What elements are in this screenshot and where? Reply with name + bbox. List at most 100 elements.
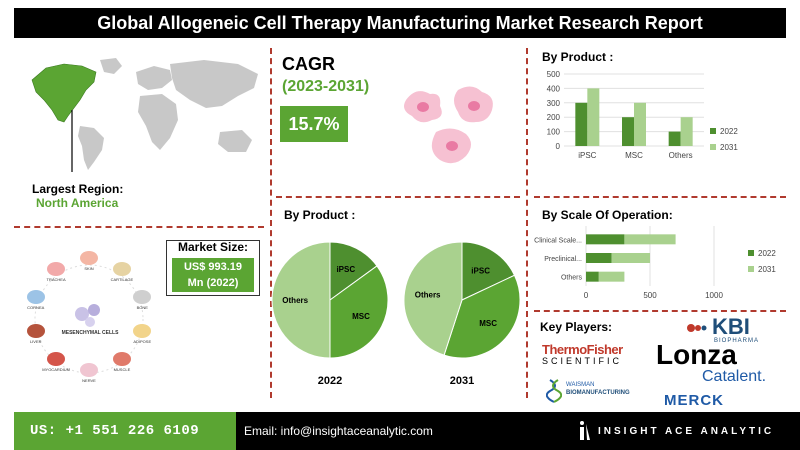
hbar-2031-Clinical Scale... [624,234,676,245]
legend-label: 2031 [758,265,776,274]
illustration-item-cornea [26,289,45,304]
x-tick-label: MSC [625,151,643,160]
y-tick-label: 400 [547,84,561,93]
illustration-item-nerve [80,363,98,377]
illustration-item-cartilage [112,261,131,276]
cell-illustration [404,86,493,164]
pie-slice-label: MSC [479,319,497,328]
hbar-2022-Others [586,271,599,282]
footer-brand: INSIGHT ACE ANALYTIC [598,426,775,437]
hbar-chart-title: By Scale Of Operation: [542,208,673,222]
divider-right-bottom [534,310,786,312]
cell-nucleus-1 [417,102,429,112]
market-size-box [166,240,260,296]
y-tick-label: Others [561,275,583,282]
map-greenland [100,58,122,74]
mesenchymal-center-label: MESENCHYMAL CELLS [61,330,119,336]
pie-slice-2031-MSC [443,274,521,359]
footer-phone: US: +1 551 226 6109 [14,412,236,450]
world-map [31,58,258,172]
pie-slice-2022-iPSC [329,241,378,301]
pie-slice-label: MSC [352,312,370,321]
legend-label: 2022 [720,127,738,136]
page-title: Global Allogeneic Cell Therapy Manufactu… [14,8,786,38]
y-tick-label: Clinical Scale... [534,237,582,244]
illustration-item-label: SKIN [84,266,94,271]
pie-charts: iPSC MSC Others 2022 iPSC MSC Others 2031 [271,241,521,387]
y-tick-label: 300 [547,99,561,108]
y-tick-label: 200 [547,113,561,122]
illustration-item-myocardium [47,352,66,367]
legend-swatch [710,144,716,150]
x-tick-label: iPSC [578,151,596,160]
pie-slice-2031-Others [403,241,463,356]
bar-2022-iPSC [575,102,588,146]
map-africa [138,94,178,150]
y-tick-label: Preclinical... [544,256,582,263]
illustration-item-label: CARTILAGE [110,276,134,282]
legend-swatch [748,250,754,256]
x-tick-label: 500 [643,291,657,300]
logo-kbi: KBI BIOPHARMA [686,316,786,346]
divider-left-horizontal [14,226,264,228]
illustration-item-bone [133,289,152,304]
map-south-america [78,126,104,170]
brand-logo-icon [580,421,590,440]
map-europe [136,66,172,90]
market-size-label: Market Size: [177,240,249,254]
bar-2022-MSC [622,117,634,146]
bar-2031-iPSC [587,88,600,146]
bar-2031-MSC [634,102,646,146]
map-north-america [31,63,97,123]
illustration-item-adipose [133,324,152,339]
bar-2031-Others [680,117,693,146]
cell-nucleus-3 [446,141,458,151]
cagr-years: (2023-2031) [282,78,370,95]
pie-slice-2022-MSC [329,265,389,359]
bar-chart-by-product: 0 100 200 300 400 500 iPSC MSC Others 2022 2031 [547,70,739,160]
footer-bar [236,412,800,450]
illustration-item-label: TRACHEA [46,276,66,282]
cell-nucleus-2 [468,101,480,111]
illustration-item-skin [80,251,98,265]
illustration-item-trachea [47,261,66,276]
divider-center-horizontal [276,196,520,198]
mesenchymal-illustration: MESENCHYMAL CELLS SKIN CARTILAGE BONE ADIPO… [14,244,164,394]
illustration-item-label: MYOCARDIUM [42,367,70,373]
pie-slice-label: Others [415,291,441,300]
illustration-item-label: CORNEA [27,304,45,310]
bar-chart-title: By Product : [542,50,614,64]
largest-region-label: Largest Region: [32,182,124,196]
divider-right [526,48,528,398]
x-tick-label: 1000 [705,291,723,300]
market-size-value: US$ 993.19 Mn (2022) [172,258,254,292]
divider-left [270,48,272,398]
y-tick-label: 500 [547,70,561,79]
cagr-value: 15.7% [280,106,348,142]
legend-swatch [710,128,716,134]
market-size-value-line1: US$ 993.19 [183,261,243,273]
legend-label: 2022 [758,249,776,258]
illustration-item-liver [26,324,45,339]
bar-2022-Others [668,131,681,146]
illustration-item-label: MUSCLE [113,367,131,373]
y-tick-label: 100 [547,128,561,137]
key-players-title: Key Players: [540,320,613,334]
hbar-2031-Preclinical... [611,253,650,263]
illustration-item-label: ADIPOSE [133,339,152,345]
logo-merck: MERCK [664,392,724,409]
pie-slice-2031-iPSC [461,241,516,301]
pie-slice-label: iPSC [336,265,355,274]
largest-region-value: North America [36,196,119,210]
x-tick-label: 0 [584,291,589,300]
illustration-item-muscle [112,352,131,367]
pie-year-label: 2031 [450,375,474,387]
illustration-item-label: BONE [136,304,148,310]
x-tick-label: Others [669,151,693,160]
hbar-2031-Others [598,271,625,282]
pie-slice-label: Others [282,296,308,305]
footer-email[interactable]: Email: info@insightaceanalytic.com [244,424,433,438]
market-size-value-line2: Mn (2022) [187,277,239,289]
map-australia [218,130,252,152]
